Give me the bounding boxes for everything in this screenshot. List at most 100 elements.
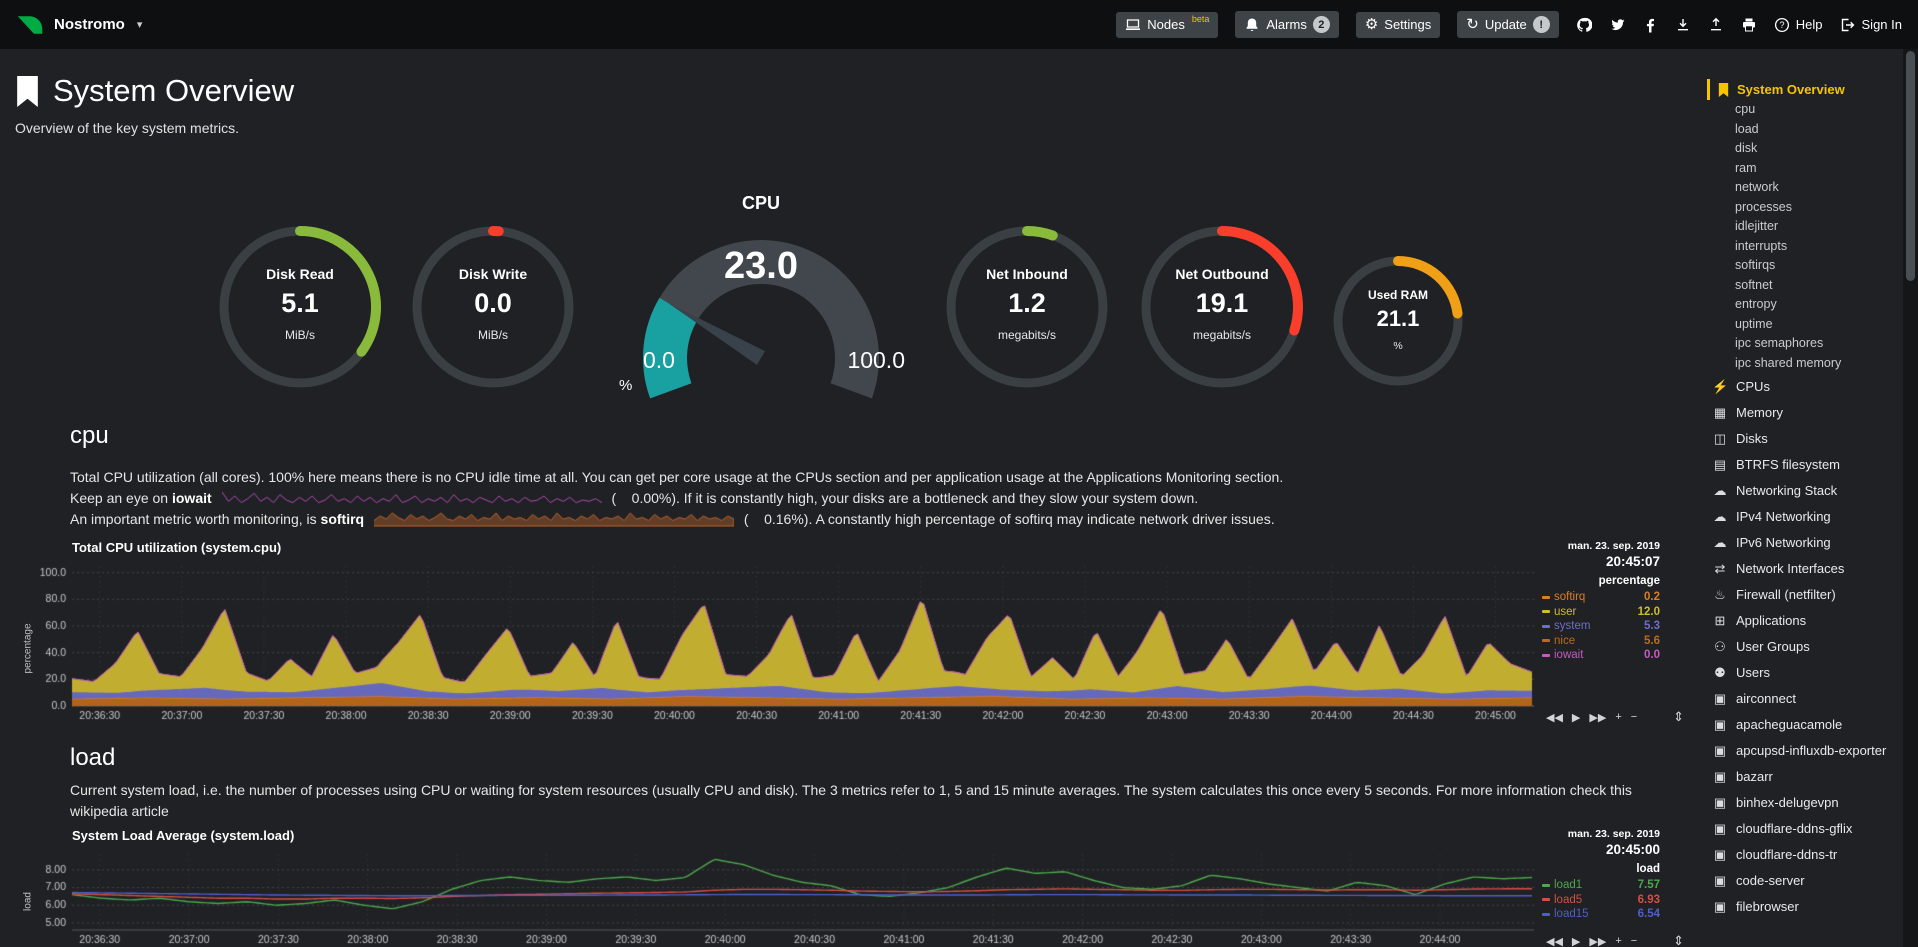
chart-zoom-in-button[interactable]: +	[1615, 711, 1622, 723]
sidebar-subitem-uptime[interactable]: uptime	[1735, 316, 1773, 331]
bolt-icon: ⚡	[1712, 378, 1729, 394]
gauge-unit: megabits/s	[997, 328, 1057, 342]
sidebar-section-apcupsd-influxdb-exporter[interactable]: ▣ apcupsd-influxdb-exporter	[1707, 737, 1903, 763]
legend-series-name: load1	[1554, 879, 1583, 891]
github-link[interactable]	[1576, 17, 1592, 33]
sidebar-section-bazarr[interactable]: ▣ bazarr	[1707, 763, 1903, 789]
sidebar-subitem-network[interactable]: network	[1735, 180, 1779, 194]
update-button[interactable]: ↻ Update !	[1457, 11, 1559, 38]
sidebar-section-networking-stack[interactable]: ☁ Networking Stack	[1707, 477, 1903, 503]
legend-date: man. 23. sep. 2019	[1567, 828, 1660, 840]
sidebar-subitem-idlejitter[interactable]: idlejitter	[1735, 219, 1779, 233]
sidebar-item-system-overview[interactable]: System Overview	[1707, 79, 1903, 100]
legend-item-load1[interactable]: load1 7.57	[1542, 878, 1660, 893]
sidebar-section-btrfs-filesystem[interactable]: ▤ BTRFS filesystem	[1707, 451, 1903, 477]
sidebar-section-label: cloudflare-ddns-gflix	[1736, 820, 1853, 836]
legend-item-nice[interactable]: nice 5.6	[1542, 634, 1660, 649]
cpu-gauge[interactable]: CPU 23.0 0.0 100.0 %	[611, 189, 911, 404]
sidebar-section-disks[interactable]: ◫ Disks	[1707, 425, 1903, 451]
sidebar-section-applications[interactable]: ⊞ Applications	[1707, 607, 1903, 633]
gauge-value: 1.2	[1008, 288, 1046, 318]
nodes-label: Nodes	[1147, 17, 1185, 32]
sidebar-section-label: binhex-delugevpn	[1736, 794, 1839, 810]
main-content: System Overview Overview of the key syst…	[0, 49, 1707, 947]
hostname[interactable]: Nostromo	[54, 16, 125, 33]
net-inbound-gauge[interactable]: Net Inbound 1.2 megabits/s	[944, 224, 1110, 390]
sidebar-section-ipv4-networking[interactable]: ☁ IPv4 Networking	[1707, 503, 1903, 529]
disk-icon: ◫	[1713, 430, 1727, 446]
chart-rewind-button[interactable]: ◀◀	[1546, 712, 1563, 724]
sidebar-section-filebrowser[interactable]: ▣ filebrowser	[1707, 893, 1903, 919]
help-button[interactable]: ? Help	[1774, 17, 1823, 33]
sidebar-subitem-interrupts[interactable]: interrupts	[1735, 238, 1788, 253]
scrollbar-thumb[interactable]	[1906, 51, 1915, 281]
legend-item-softirq[interactable]: softirq 0.2	[1542, 590, 1660, 605]
alarms-button[interactable]: Alarms 2	[1235, 11, 1339, 38]
net-outbound-gauge[interactable]: Net Outbound 19.1 megabits/s	[1139, 224, 1305, 390]
apps-icon: ⊞	[1714, 612, 1726, 628]
chart-zoom-out-button[interactable]: −	[1630, 711, 1638, 723]
sidebar-subitem-softnet[interactable]: softnet	[1735, 277, 1773, 292]
sidebar-section-apacheguacamole[interactable]: ▣ apacheguacamole	[1707, 711, 1903, 737]
sidebar-subitem-ipc-shared-memory[interactable]: ipc shared memory	[1735, 355, 1842, 370]
chart-forward-button[interactable]: ▶▶	[1589, 712, 1607, 724]
sidebar-section-binhex-delugevpn[interactable]: ▣ binhex-delugevpn	[1707, 789, 1903, 815]
twitter-link[interactable]	[1609, 17, 1625, 33]
sidebar-subitem-disk[interactable]: disk	[1735, 141, 1758, 155]
chart-resize-handle[interactable]: ⇕	[1673, 933, 1684, 947]
legend-item-user[interactable]: user 12.0	[1542, 605, 1660, 620]
sidebar-section-users[interactable]: ⚉ Users	[1707, 659, 1903, 685]
sidebar-section-firewall-netfilter-[interactable]: ♨ Firewall (netfilter)	[1707, 581, 1903, 607]
chart-zoom-in-button[interactable]: +	[1615, 935, 1622, 947]
sidebar-section-memory[interactable]: ▦ Memory	[1707, 399, 1903, 425]
signin-button[interactable]: Sign In	[1840, 17, 1902, 33]
sidebar-subitem-ram[interactable]: ram	[1735, 160, 1757, 175]
legend-item-load15[interactable]: load15 6.54	[1542, 907, 1660, 922]
settings-button[interactable]: ⚙ Settings	[1355, 11, 1441, 38]
sidebar-subitem-ipc-semaphores[interactable]: ipc semaphores	[1735, 336, 1824, 350]
sidebar-section-network-interfaces[interactable]: ⇄ Network Interfaces	[1707, 555, 1903, 581]
sidebar-section-code-server[interactable]: ▣ code-server	[1707, 867, 1903, 893]
chart-play-button[interactable]: ▶	[1571, 712, 1581, 724]
chart-forward-button[interactable]: ▶▶	[1589, 936, 1607, 947]
sidebar-subitem-entropy[interactable]: entropy	[1735, 297, 1777, 311]
sidebar-section-label: IPv4 Networking	[1736, 508, 1831, 524]
facebook-link[interactable]	[1642, 17, 1658, 33]
export-snapshot-button[interactable]	[1675, 17, 1691, 33]
print-button[interactable]	[1741, 17, 1757, 33]
sidebar-section-user-groups[interactable]: ⚇ User Groups	[1707, 633, 1903, 659]
sidebar-scrollbar[interactable]	[1903, 49, 1918, 947]
sidebar-subitem-cpu[interactable]: cpu	[1735, 102, 1756, 116]
chart-rewind-button[interactable]: ◀◀	[1546, 936, 1563, 947]
legend-item-system[interactable]: system 5.3	[1542, 619, 1660, 634]
legend-series-name: system	[1554, 620, 1591, 632]
chart-play-button[interactable]: ▶	[1571, 936, 1581, 947]
legend-series-name: iowait	[1554, 649, 1584, 661]
sidebar-subitem-processes[interactable]: processes	[1735, 199, 1792, 214]
sidebar-subitem-load[interactable]: load	[1735, 121, 1759, 136]
cpu-chart-canvas[interactable]	[16, 558, 1536, 728]
sidebar-section-cpus[interactable]: ⚡ CPUs	[1707, 373, 1903, 399]
used-ram-gauge[interactable]: Used RAM 21.1 %	[1331, 254, 1465, 388]
sidebar-section-cloudflare-ddns-gflix[interactable]: ▣ cloudflare-ddns-gflix	[1707, 815, 1903, 841]
sidebar-section-airconnect[interactable]: ▣ airconnect	[1707, 685, 1903, 711]
node-selector[interactable]: Nostromo ▾	[16, 11, 142, 39]
sidebar-section-cloudflare-ddns-tr[interactable]: ▣ cloudflare-ddns-tr	[1707, 841, 1903, 867]
disk-read-gauge[interactable]: Disk Read 5.1 MiB/s	[217, 224, 383, 390]
chart-zoom-out-button[interactable]: −	[1630, 935, 1638, 947]
import-snapshot-button[interactable]	[1708, 17, 1724, 33]
laptop-icon	[1126, 18, 1141, 30]
cube-icon: ▣	[1713, 742, 1727, 758]
legend-item-load5[interactable]: load5 6.93	[1542, 893, 1660, 908]
sidebar-subitem-softirqs[interactable]: softirqs	[1735, 258, 1776, 272]
load-chart-canvas[interactable]	[16, 846, 1536, 947]
signin-label: Sign In	[1861, 17, 1902, 32]
alarms-label: Alarms	[1266, 17, 1307, 32]
nodes-button[interactable]: Nodes beta	[1116, 11, 1219, 38]
legend-item-iowait[interactable]: iowait 0.0	[1542, 648, 1660, 663]
legend-series-name: load15	[1554, 908, 1589, 920]
cloud-icon: ☁	[1713, 482, 1727, 498]
disk-write-gauge[interactable]: Disk Write 0.0 MiB/s	[410, 224, 576, 390]
sidebar-section-ipv6-networking[interactable]: ☁ IPv6 Networking	[1707, 529, 1903, 555]
chart-resize-handle[interactable]: ⇕	[1673, 709, 1684, 724]
